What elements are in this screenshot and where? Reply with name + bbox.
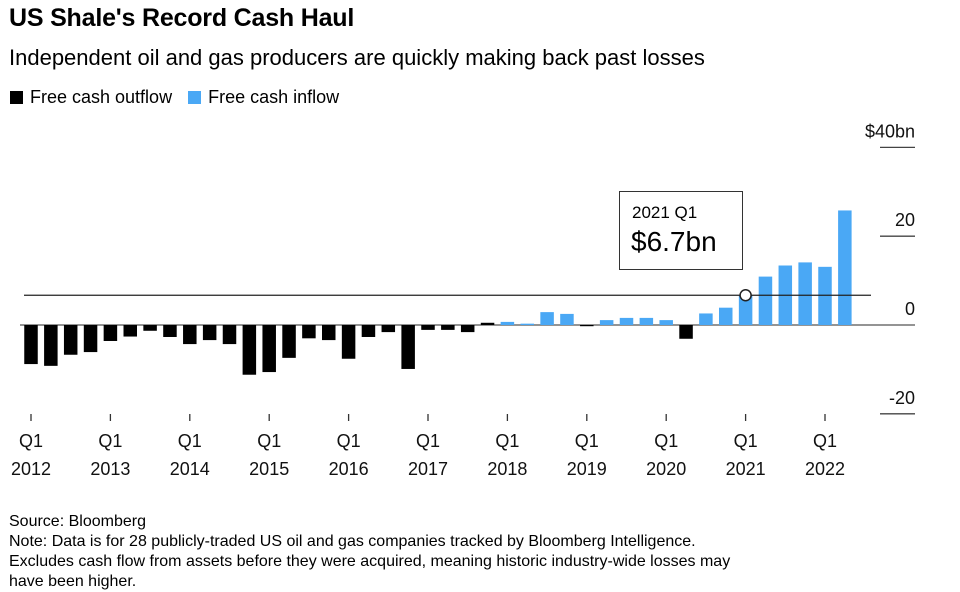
- legend-item-outflow: Free cash outflow: [10, 87, 172, 108]
- bar-2012-q4: [83, 325, 98, 353]
- bar-2020-q3: [699, 313, 713, 325]
- bar-2014-q3: [222, 325, 237, 345]
- bar-2019-q1: [580, 325, 594, 327]
- bar-2020-q2: [679, 325, 693, 339]
- legend-label-outflow: Free cash outflow: [30, 87, 173, 107]
- y-tick-label: 0: [905, 299, 915, 319]
- bar-2016-q1: [341, 325, 356, 359]
- bar-2013-q2: [123, 325, 137, 337]
- note-line-2: Excludes cash flow from assets before th…: [9, 553, 731, 570]
- note-line-3: have been higher.: [9, 573, 137, 590]
- bar-2016-q4: [401, 325, 415, 369]
- x-tick-label-year: 2012: [11, 459, 51, 479]
- x-tick-label-quarter: Q1: [98, 431, 122, 451]
- x-tick-label-quarter: Q1: [495, 431, 519, 451]
- bar-2014-q4: [242, 325, 257, 375]
- y-tick-label: $40bn: [865, 121, 915, 141]
- bar-2016-q2: [361, 325, 376, 337]
- x-tick-label-quarter: Q1: [257, 431, 281, 451]
- bar-2013-q3: [143, 325, 157, 331]
- reference-marker: [739, 289, 752, 302]
- x-tick-label-year: 2018: [487, 459, 527, 479]
- legend-label-inflow: Free cash inflow: [208, 87, 340, 107]
- note-line-1: Note: Data is for 28 publicly-traded US …: [9, 533, 696, 550]
- x-tick-label-year: 2014: [170, 459, 210, 479]
- bar-2015-q4: [322, 325, 336, 341]
- bar-2012-q1: [24, 325, 38, 365]
- legend-swatch-inflow: [188, 91, 202, 104]
- bar-2013-q4: [163, 325, 177, 337]
- x-tick-label-quarter: Q1: [813, 431, 837, 451]
- bar-2014-q1: [183, 325, 197, 345]
- x-tick-label-quarter: Q1: [575, 431, 599, 451]
- bar-2017-q2: [441, 325, 455, 330]
- source-text: Source: Bloomberg: [9, 513, 146, 530]
- bar-2019-q3: [619, 317, 634, 325]
- bar-2021-q4: [798, 262, 812, 325]
- bar-2018-q1: [500, 321, 515, 325]
- bar-2020-q1: [659, 320, 673, 325]
- bar-2017-q1: [421, 325, 435, 330]
- x-tick-label-year: 2016: [329, 459, 369, 479]
- x-tick-label-quarter: Q1: [654, 431, 678, 451]
- bars: [24, 210, 852, 375]
- y-tick-label: -20: [889, 388, 915, 408]
- annotation-box: 2021 Q1 $6.7bn: [619, 191, 743, 270]
- bar-2014-q2: [202, 325, 217, 341]
- x-tick-label-quarter: Q1: [178, 431, 202, 451]
- x-axis: Q1 2012 Q1 2013 Q1 2014 Q1 2015 Q1 2016 Q1 2017 Q1 20…: [11, 414, 845, 479]
- x-tick-label-year: 2019: [567, 459, 607, 479]
- bar-2012-q3: [63, 325, 78, 355]
- x-tick-label-quarter: Q1: [19, 431, 43, 451]
- bar-2017-q3: [460, 325, 475, 333]
- bar-2018-q3: [540, 312, 554, 325]
- bar-2015-q3: [302, 325, 316, 339]
- bar-2021-q1: [738, 295, 753, 325]
- y-tick-label: 20: [895, 210, 915, 230]
- bar-2022-q2: [838, 210, 852, 325]
- bar-2020-q4: [719, 307, 733, 325]
- x-tick-label-year: 2022: [805, 459, 845, 479]
- annotation-label: 2021 Q1: [632, 203, 698, 222]
- x-tick-label-quarter: Q1: [416, 431, 440, 451]
- bar-2019-q2: [599, 320, 614, 325]
- x-tick-label-year: 2015: [249, 459, 289, 479]
- x-tick-label-quarter: Q1: [734, 431, 758, 451]
- bar-2018-q2: [520, 323, 534, 325]
- bar-2013-q1: [103, 325, 118, 341]
- x-tick-label-year: 2017: [408, 459, 448, 479]
- bar-2018-q4: [560, 313, 574, 325]
- bar-2021-q2: [758, 276, 773, 325]
- bar-2017-q4: [480, 322, 495, 325]
- bar-2012-q2: [44, 325, 58, 366]
- footer: Source: Bloomberg Note: Data is for 28 p…: [9, 512, 954, 592]
- bar-2015-q1: [262, 325, 276, 373]
- x-tick-label-year: 2021: [726, 459, 766, 479]
- bar-2019-q4: [639, 317, 654, 325]
- chart-title: US Shale's Record Cash Haul: [9, 4, 355, 32]
- annotation-value: $6.7bn: [631, 226, 717, 257]
- legend: Free cash outflow Free cash inflow: [10, 87, 355, 108]
- bar-2016-q3: [381, 325, 396, 333]
- x-tick-label-year: 2013: [90, 459, 130, 479]
- chart-subtitle: Independent oil and gas producers are qu…: [9, 45, 705, 70]
- x-tick-label-year: 2020: [646, 459, 686, 479]
- legend-item-inflow: Free cash inflow: [188, 87, 339, 108]
- bar-2015-q2: [282, 325, 296, 358]
- bar-2022-q1: [818, 266, 832, 325]
- x-tick-label-quarter: Q1: [337, 431, 361, 451]
- legend-swatch-outflow: [10, 91, 23, 104]
- reference-line-group: [24, 289, 871, 302]
